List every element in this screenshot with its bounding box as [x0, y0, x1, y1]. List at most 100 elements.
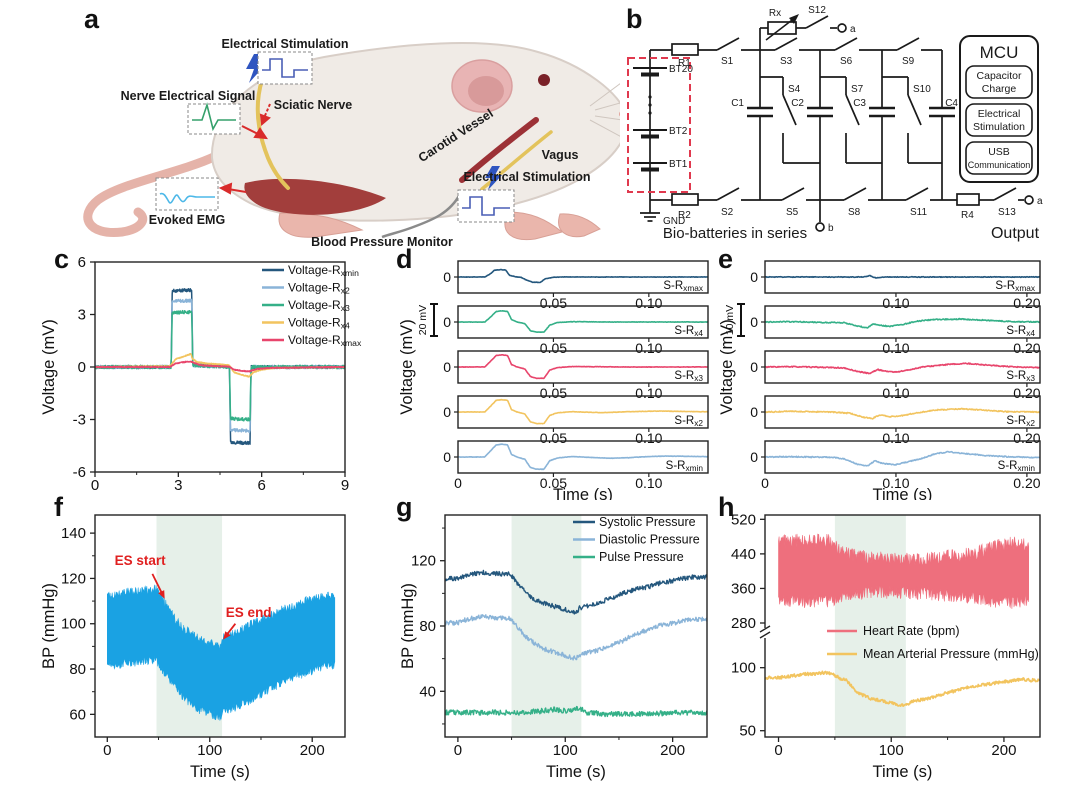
label-c2: C2	[791, 98, 804, 109]
label-mcu-capacitor: Capacitor	[977, 70, 1022, 82]
svg-text:0.10: 0.10	[882, 385, 909, 401]
lightning-icon-2	[485, 166, 502, 190]
scalebar: 20 mV	[417, 303, 438, 337]
svg-text:6: 6	[257, 477, 265, 494]
svg-text:0.05: 0.05	[540, 295, 567, 311]
svg-text:0.10: 0.10	[635, 385, 662, 401]
resistor-r4	[956, 193, 980, 206]
legend: Heart Rate (bpm) Mean Arterial Pressure (…	[827, 624, 1039, 661]
series-group	[458, 354, 708, 380]
y-axis-label: Voltage (mV)	[400, 319, 416, 414]
subplot-x3: 0 0.10 0.20 S-Rx3	[750, 350, 1041, 401]
rat-ear-inner	[468, 76, 504, 106]
waveform-insets	[155, 51, 515, 223]
axes	[94, 514, 346, 738]
svg-text:140: 140	[61, 525, 86, 542]
svg-text:100: 100	[731, 660, 756, 677]
circuit-diagram: R1 S1 S3 S6 S9 Rx S12 a C1 C2 C3 C4 S4 S…	[627, 5, 1043, 242]
y-axis-label: Voltage (mV)	[720, 319, 736, 414]
resistor-r2	[671, 193, 699, 206]
label-s12: S12	[808, 5, 826, 16]
ticks: 0 100 200 60 80 100 120 140	[61, 525, 325, 759]
panel-letter-h: h	[718, 492, 735, 522]
subplot-xmax: 0 0.10 0.20 S-Rxmax	[750, 260, 1041, 311]
series-group	[95, 287, 345, 446]
svg-text:S-Rx2: S-Rx2	[1006, 415, 1035, 428]
svg-text:0.05: 0.05	[540, 340, 567, 356]
label-mcu: MCU	[980, 43, 1019, 62]
stim-waveform-2	[462, 196, 510, 216]
axes	[764, 514, 1041, 738]
panel-letter-d: d	[396, 244, 413, 274]
zero-tick-label: 0	[443, 404, 451, 420]
label-s9: S9	[902, 56, 915, 67]
rat-nose	[619, 111, 620, 117]
svg-text:0: 0	[774, 742, 782, 759]
series-group	[445, 569, 707, 718]
ticks: 0.10 0.20	[882, 428, 1041, 446]
svg-text:Diastolic Pressure: Diastolic Pressure	[599, 533, 700, 547]
mcu-labels: MCU Capacitor Charge Electrical Stimulat…	[663, 43, 1040, 242]
label-vagus: Vagus	[542, 148, 579, 162]
label-s11: S11	[910, 207, 927, 218]
red-arrows	[218, 103, 271, 195]
panel-letter-f: f	[54, 492, 63, 522]
x-axis-label: Time (s)	[190, 763, 250, 781]
rat-tail	[83, 151, 221, 238]
svg-text:Voltage-Rx3: Voltage-Rx3	[288, 298, 350, 313]
label-terminal-a-top: a	[850, 24, 856, 35]
x-axis-label: Time (ms)	[183, 498, 257, 500]
label-bt20: BT20	[669, 64, 693, 75]
annotations: ES start ES end	[115, 553, 272, 640]
ticks: 0.10 0.20 0	[761, 473, 1041, 491]
rx-arrowhead	[789, 14, 799, 24]
series-group	[765, 450, 1040, 467]
annotation-text: ES end	[226, 605, 272, 620]
stimulation-band	[511, 515, 582, 737]
svg-text:0: 0	[103, 742, 111, 759]
svg-text:Pulse Pressure: Pulse Pressure	[599, 550, 684, 564]
ticks: 0.05 0.10	[540, 293, 663, 311]
rat-eye	[538, 74, 550, 86]
svg-text:0.10: 0.10	[635, 430, 662, 446]
series-group	[458, 398, 708, 425]
zero-tick-label: 0	[750, 359, 758, 375]
label-rx: Rx	[769, 8, 781, 19]
svg-text:80: 80	[69, 661, 86, 678]
svg-text:200: 200	[300, 742, 325, 759]
label-sciatic-nerve: Sciatic Nerve	[274, 98, 353, 112]
label-electrical-stimulation-top: Electrical Stimulation	[221, 37, 348, 51]
svg-text:3: 3	[174, 477, 182, 494]
label-s8: S8	[848, 207, 861, 218]
rat-front-foot	[504, 211, 564, 241]
x-axis-label: Time (s)	[553, 486, 613, 500]
svg-text:S-Rx4: S-Rx4	[674, 325, 703, 338]
nerve-signal-waveform	[192, 102, 236, 132]
label-s3: S3	[780, 56, 793, 67]
svg-text:S-Rx4: S-Rx4	[1006, 325, 1035, 338]
y-axis-label: Voltage (mV)	[40, 319, 58, 414]
label-mcu-electrical: Electrical	[978, 108, 1021, 120]
ticks: 0.05 0.10	[540, 428, 663, 446]
zero-tick-label: 0	[443, 314, 451, 330]
chart-e: 0 0.10 0.20 S-Rxmax 0 0.10 0.20 S-Rx4 0 0.10 0.20 S…	[720, 260, 1041, 500]
svg-text:S-Rxmax: S-Rxmax	[663, 280, 703, 293]
svg-text:Voltage-Rx2: Voltage-Rx2	[288, 281, 350, 296]
label-r1: R1	[678, 58, 691, 69]
emg-waveform-box	[155, 177, 219, 211]
ticks: 0.05 0.10	[540, 338, 663, 356]
ticks: 0.10 0.20	[882, 383, 1041, 401]
legend: Voltage-Rxmin Voltage-Rx2 Voltage-Rx3 Volta…	[262, 263, 362, 348]
subplot-xmax: 0 0.05 0.10S-Rxmax	[443, 260, 709, 311]
circuit-parts	[627, 14, 1039, 232]
svg-text:3: 3	[78, 307, 86, 324]
ticks: 0 100 200 280 360 440 520 50 100	[731, 511, 1016, 759]
label-s13: S13	[998, 207, 1016, 218]
svg-text:80: 80	[419, 618, 436, 635]
svg-text:Voltage-Rxmin: Voltage-Rxmin	[288, 263, 359, 278]
series-group	[458, 268, 708, 284]
battery-plate	[641, 167, 659, 172]
label-c3: C3	[853, 98, 866, 109]
ticks: 0.05 0.10	[540, 383, 663, 401]
